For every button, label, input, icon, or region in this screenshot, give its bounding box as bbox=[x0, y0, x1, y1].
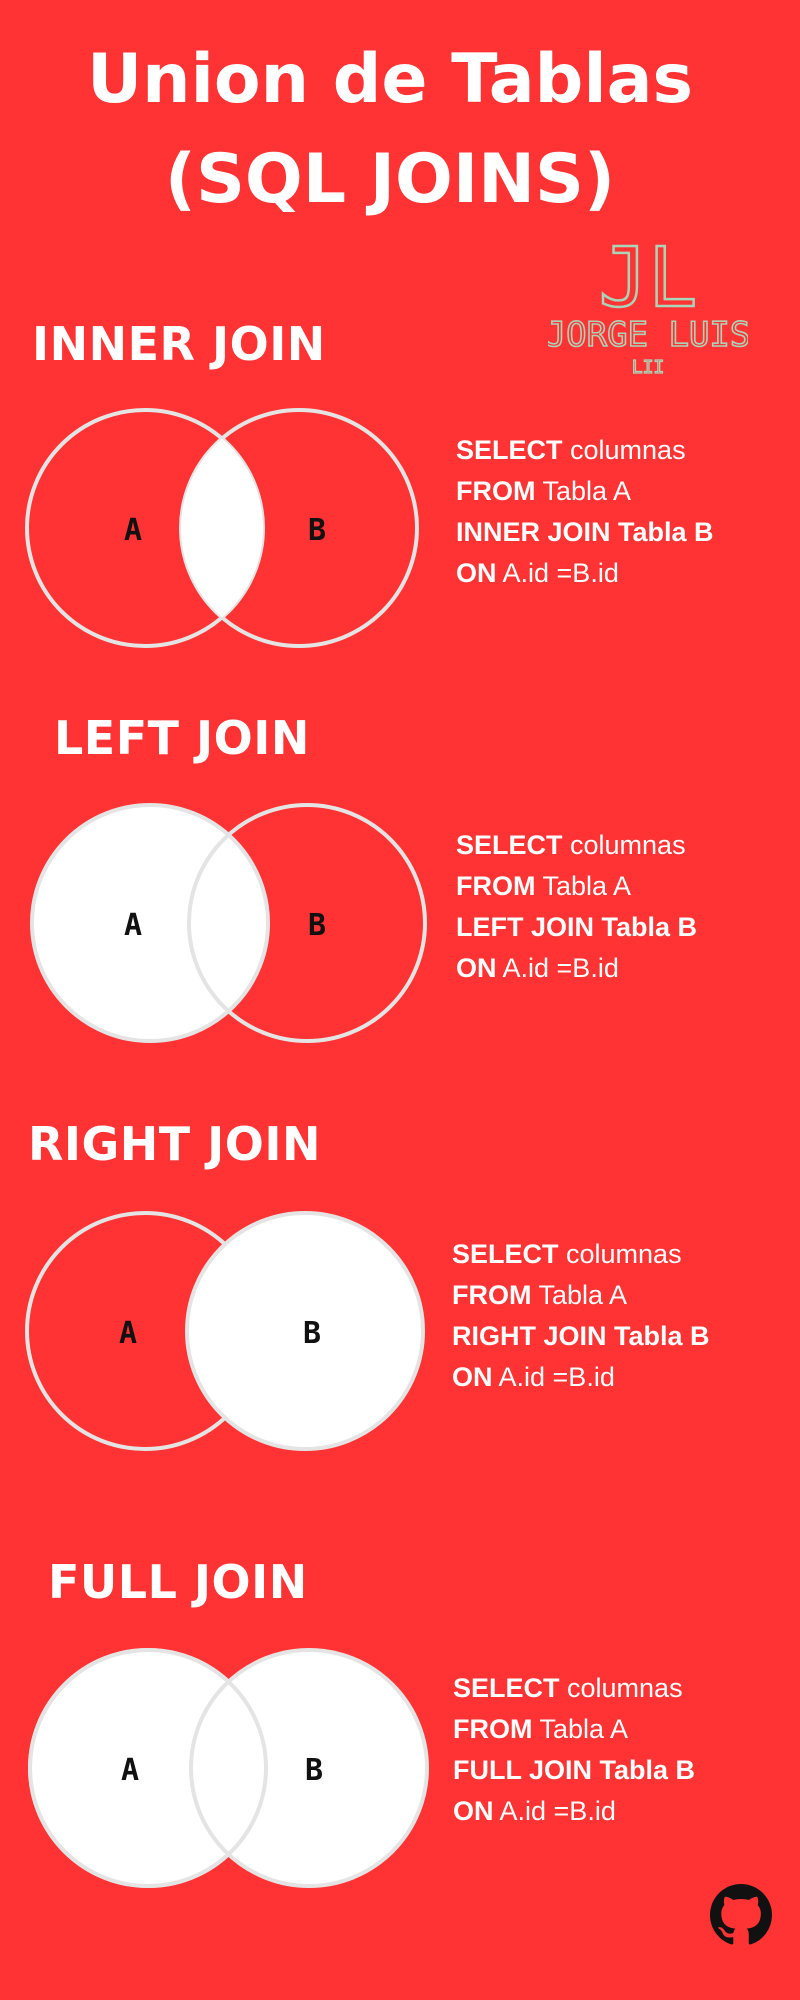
sql-keyword: LEFT JOIN Tabla B bbox=[456, 912, 698, 942]
logo-monogram: JL bbox=[599, 231, 698, 326]
sql-text: columnas bbox=[562, 830, 686, 860]
sql-line-from: FROM Tabla A bbox=[456, 471, 714, 512]
venn-label-a: A bbox=[124, 513, 142, 548]
sql-line-join: RIGHT JOIN Tabla B bbox=[452, 1316, 710, 1357]
sql-line-join: LEFT JOIN Tabla B bbox=[456, 907, 697, 948]
sql-text: Tabla A bbox=[535, 871, 632, 901]
sql-snippet-full-join: SELECT columnas FROM Tabla A FULL JOIN T… bbox=[453, 1668, 695, 1832]
sql-keyword: ON bbox=[456, 558, 497, 588]
sql-keyword: ON bbox=[453, 1796, 494, 1826]
sql-keyword: SELECT bbox=[456, 435, 563, 465]
sql-line-from: FROM Tabla A bbox=[452, 1275, 710, 1316]
sql-snippet-right-join: SELECT columnas FROM Tabla A RIGHT JOIN … bbox=[452, 1234, 710, 1398]
venn-right-join: A B bbox=[25, 1211, 425, 1451]
section-title-right-join: RIGHT JOIN bbox=[28, 1117, 322, 1171]
sql-line-on: ON A.id =B.id bbox=[452, 1357, 710, 1398]
sql-text: columnas bbox=[562, 435, 686, 465]
sql-text: columnas bbox=[558, 1239, 682, 1269]
jorge-luis-logo: JL JORGE LUIS LII bbox=[548, 230, 748, 379]
sql-line-on: ON A.id =B.id bbox=[456, 948, 697, 989]
venn-circle-b bbox=[185, 1211, 425, 1451]
page-title-line-2: (SQL JOINS) bbox=[164, 140, 616, 219]
sql-snippet-left-join: SELECT columnas FROM Tabla A LEFT JOIN T… bbox=[456, 825, 697, 989]
sql-keyword: FROM bbox=[456, 871, 536, 901]
venn-circle-a bbox=[30, 803, 270, 1043]
sql-keyword: SELECT bbox=[452, 1239, 559, 1269]
sql-text: A.id =B.id bbox=[496, 953, 619, 983]
venn-intersection bbox=[181, 410, 263, 646]
venn-circle-b bbox=[187, 803, 427, 1043]
sql-keyword: FROM bbox=[452, 1280, 532, 1310]
sql-snippet-inner-join: SELECT columnas FROM Tabla A INNER JOIN … bbox=[456, 430, 714, 594]
sql-text: A.id =B.id bbox=[492, 1362, 615, 1392]
sql-line-select: SELECT columnas bbox=[452, 1234, 710, 1275]
sql-line-from: FROM Tabla A bbox=[453, 1709, 695, 1750]
sql-line-select: SELECT columnas bbox=[456, 825, 697, 866]
sql-line-join: INNER JOIN Tabla B bbox=[456, 512, 714, 553]
section-title-left-join: LEFT JOIN bbox=[54, 711, 310, 765]
sql-line-select: SELECT columnas bbox=[456, 430, 714, 471]
sql-text: A.id =B.id bbox=[493, 1796, 616, 1826]
logo-name: JORGE LUIS bbox=[548, 315, 748, 355]
sql-text: columnas bbox=[559, 1673, 683, 1703]
venn-label-b: B bbox=[305, 1753, 323, 1788]
sql-line-on: ON A.id =B.id bbox=[453, 1791, 695, 1832]
sql-line-from: FROM Tabla A bbox=[456, 866, 697, 907]
section-title-full-join: FULL JOIN bbox=[48, 1555, 308, 1609]
sql-keyword: FULL JOIN Tabla B bbox=[453, 1755, 696, 1785]
sql-keyword: SELECT bbox=[453, 1673, 560, 1703]
sql-keyword: FROM bbox=[456, 476, 536, 506]
sql-line-on: ON A.id =B.id bbox=[456, 553, 714, 594]
sql-text: Tabla A bbox=[535, 476, 632, 506]
logo-tag: LII bbox=[632, 357, 665, 378]
sql-keyword: ON bbox=[456, 953, 497, 983]
venn-label-b: B bbox=[308, 513, 326, 548]
sql-keyword: INNER JOIN Tabla B bbox=[456, 517, 714, 547]
sql-line-select: SELECT columnas bbox=[453, 1668, 695, 1709]
sql-keyword: SELECT bbox=[456, 830, 563, 860]
venn-label-b: B bbox=[303, 1316, 321, 1351]
venn-full-join: A B bbox=[28, 1648, 429, 1888]
venn-label-a: A bbox=[121, 1753, 139, 1788]
venn-left-join: A B bbox=[30, 803, 427, 1043]
venn-circle-a-outline bbox=[28, 1648, 268, 1888]
venn-label-a: A bbox=[124, 908, 142, 943]
sql-keyword: RIGHT JOIN Tabla B bbox=[452, 1321, 710, 1351]
github-icon[interactable] bbox=[710, 1884, 772, 1946]
venn-label-b: B bbox=[308, 908, 326, 943]
sql-keyword: FROM bbox=[453, 1714, 533, 1744]
page-title-line-1: Union de Tablas bbox=[86, 40, 694, 119]
venn-inner-join: A B bbox=[25, 408, 419, 648]
sql-text: A.id =B.id bbox=[496, 558, 619, 588]
sql-keyword: ON bbox=[452, 1362, 493, 1392]
sql-text: Tabla A bbox=[532, 1714, 629, 1744]
section-title-inner-join: INNER JOIN bbox=[32, 317, 326, 371]
sql-line-join: FULL JOIN Tabla B bbox=[453, 1750, 695, 1791]
venn-label-a: A bbox=[119, 1316, 137, 1351]
sql-text: Tabla A bbox=[531, 1280, 628, 1310]
